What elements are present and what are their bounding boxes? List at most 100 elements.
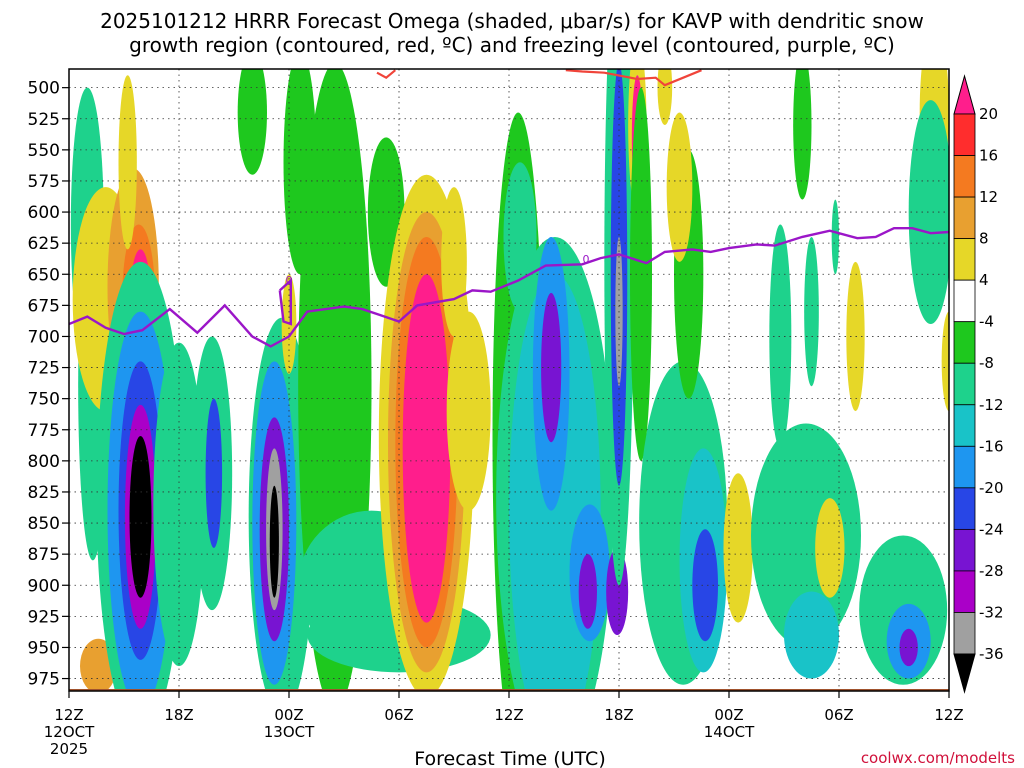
x-tick-date: 14OCT <box>704 723 755 741</box>
colorbar-tick-label: -20 <box>979 479 1004 497</box>
y-tick-label: 775 <box>28 421 60 441</box>
y-axis: 500 525 550 575 600 625 650 675 700 725 750 775 800 8… <box>28 79 69 690</box>
colorbar-swatch <box>953 570 976 613</box>
dgz-contour-line <box>565 69 702 87</box>
omega-cell <box>578 554 597 629</box>
colorbar-top-arrow <box>953 74 976 115</box>
colorbar-swatch <box>953 321 976 364</box>
omega-cell <box>793 69 812 200</box>
dgz-contour-line <box>376 69 396 80</box>
freezing-level-label: 0 <box>286 274 293 287</box>
x-tick-label: 00Z <box>714 706 743 724</box>
colorbar-tick-label: -28 <box>979 562 1004 580</box>
omega-cell <box>908 100 949 324</box>
y-tick-label: 950 <box>28 638 60 658</box>
colorbar-bottom-arrow <box>953 653 976 694</box>
omega-cell <box>441 187 467 337</box>
x-tick-date: 13OCT <box>264 723 315 741</box>
contour-lines: 00 <box>69 69 949 691</box>
omega-cell <box>446 311 491 511</box>
y-tick-label: 500 <box>28 79 60 99</box>
x-tick-label: 18Z <box>604 706 633 724</box>
omega-cell <box>205 398 223 548</box>
x-tick-label: 06Z <box>384 706 413 724</box>
colorbar-swatch <box>953 113 976 156</box>
omega-cell <box>269 485 279 598</box>
freezing-level-loop <box>278 277 292 326</box>
omega-cell <box>129 435 152 598</box>
y-tick-label: 575 <box>28 172 60 192</box>
omega-cell <box>692 529 719 642</box>
y-tick-label: 875 <box>28 545 60 565</box>
y-tick-label: 750 <box>28 390 60 410</box>
y-tick-label: 850 <box>28 514 60 534</box>
x-tick-label: 12Z <box>494 706 523 724</box>
omega-cell <box>402 274 451 623</box>
y-tick-label: 800 <box>28 452 60 472</box>
colorbar-tick-label: -24 <box>979 520 1004 538</box>
omega-cell <box>815 498 845 598</box>
chart-title-line2: growth region (contoured, red, ºC) and f… <box>129 33 895 57</box>
x-tick-label: 18Z <box>164 706 193 724</box>
y-tick-label: 900 <box>28 576 60 596</box>
omega-cell <box>899 628 918 667</box>
credit-text: coolwx.com/modelts <box>861 749 1015 767</box>
freezing-level-label: 0 <box>583 253 590 266</box>
x-tick-label: 12Z <box>934 706 963 724</box>
y-tick-label: 925 <box>28 607 60 627</box>
y-tick-label: 525 <box>28 110 60 130</box>
colorbar-tick-label: 12 <box>979 188 998 206</box>
omega-cell <box>784 591 839 679</box>
colorbar-tick-label: -32 <box>979 603 1004 621</box>
omega-cell <box>723 473 753 623</box>
x-tick-label: 00Z <box>274 706 303 724</box>
colorbar-tick-label: 20 <box>979 105 998 123</box>
x-tick-year: 2025 <box>50 740 88 758</box>
x-tick-label: 12Z <box>54 706 83 724</box>
y-tick-label: 625 <box>28 234 60 254</box>
x-axis-label: Forecast Time (UTC) <box>414 748 605 768</box>
y-tick-label: 975 <box>28 670 60 690</box>
omega-cell <box>804 236 819 387</box>
colorbar-tick-label: -8 <box>979 354 994 372</box>
y-tick-label: 825 <box>28 483 60 503</box>
y-tick-label: 550 <box>28 141 60 161</box>
colorbar-tick-label: 8 <box>979 230 989 248</box>
colorbar-tick-label: -16 <box>979 437 1004 455</box>
y-tick-label: 600 <box>28 203 60 223</box>
x-tick-label: 06Z <box>824 706 853 724</box>
y-tick-label: 650 <box>28 265 60 285</box>
colorbar-tick-label: -12 <box>979 396 1004 414</box>
colorbar-swatch <box>953 196 976 240</box>
y-tick-label: 700 <box>28 327 60 347</box>
omega-cell <box>118 75 137 250</box>
colorbar-swatch <box>953 487 976 530</box>
colorbar-swatch <box>953 155 976 198</box>
colorbar-swatch <box>953 528 976 572</box>
omega-cell <box>769 224 792 449</box>
grid-lines <box>69 69 949 691</box>
omega-cell <box>237 69 267 175</box>
colorbar-tick-label: 4 <box>979 271 989 289</box>
omega-cell <box>541 292 562 443</box>
colorbar-tick-label: 16 <box>979 147 998 165</box>
colorbar-swatch <box>953 445 976 489</box>
colorbar: 20 16 12 8 4 -4 -8 -12 -16 -20 -24 -28 -32 -36 <box>953 74 1004 694</box>
colorbar-swatch <box>953 238 976 281</box>
colorbar-swatch <box>953 362 976 406</box>
y-tick-label: 725 <box>28 359 60 379</box>
chart-title-line1: 2025101212 HRRR Forecast Omega (shaded, … <box>100 9 924 33</box>
colorbar-swatch <box>953 404 976 447</box>
omega-cell <box>831 199 839 275</box>
freezing-level-line <box>69 226 949 348</box>
colorbar-swatch <box>953 279 976 323</box>
omega-cell <box>666 112 693 262</box>
colorbar-tick-label: -36 <box>979 645 1004 663</box>
colorbar-tick-label: -4 <box>979 313 994 331</box>
surface-strip <box>69 689 949 691</box>
x-tick-date: 12OCT <box>44 723 95 741</box>
y-tick-label: 675 <box>28 296 60 316</box>
colorbar-swatch <box>953 612 976 655</box>
